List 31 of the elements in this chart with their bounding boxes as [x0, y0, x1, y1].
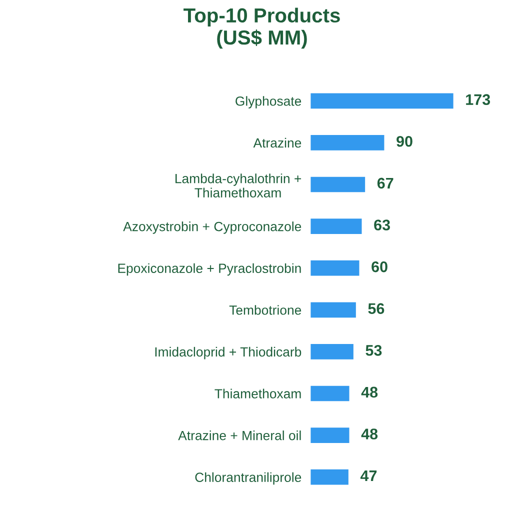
data-label: 48	[361, 428, 378, 440]
y-tick-label: Azoxystrobin + Cyproconazole	[123, 222, 302, 234]
bar	[310, 468, 350, 486]
data-label: 63	[374, 220, 390, 230]
data-label: 48	[361, 386, 378, 398]
y-tick-label: Imidacloprid + Thiodicarb	[155, 346, 302, 360]
data-label: 53	[366, 344, 382, 356]
bar	[310, 259, 361, 278]
bar	[310, 217, 364, 236]
data-label: 56	[368, 303, 384, 314]
y-tick-label: Thiamethoxam	[214, 388, 301, 398]
y-tick-label: Glyphosate	[236, 96, 302, 108]
y-tick-label: Lambda-cyhalothrin + Thiamethoxam	[176, 174, 302, 198]
y-tick-label: Atrazine	[253, 138, 302, 148]
y-tick-label: Epoxiconazole + Pyraclostrobin	[118, 263, 301, 276]
bar	[310, 384, 351, 403]
y-tick-label: Chlorantraniliprole	[195, 472, 302, 485]
data-label: 60	[372, 261, 388, 272]
bar	[310, 134, 386, 152]
data-label: 173	[466, 94, 490, 106]
bar	[310, 175, 366, 194]
bar	[310, 92, 455, 110]
data-label: 67	[377, 178, 394, 189]
bar	[310, 342, 355, 361]
data-label: 90	[396, 136, 412, 147]
bar	[310, 300, 358, 319]
y-tick-label: Tembotrione	[229, 305, 302, 315]
y-tick-label: Atrazine + Mineral oil	[178, 430, 301, 440]
bar	[310, 426, 351, 444]
data-label: 47	[360, 470, 377, 482]
chart-title: Top-10 Products (US$ MM)	[184, 8, 340, 49]
